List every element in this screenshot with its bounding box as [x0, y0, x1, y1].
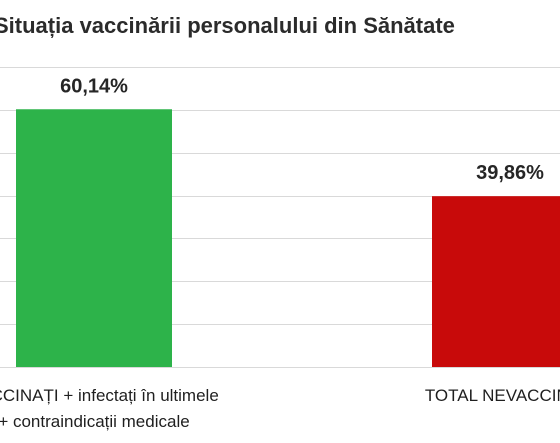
data-label-2: 39,86%	[476, 162, 544, 184]
data-label-1: 60,14%	[60, 75, 128, 97]
category-label-2-line-1: TOTAL NEVACCINAȚI	[425, 386, 560, 405]
category-label-1-line-1: VACCINAȚI + infectați în ultimele	[0, 386, 219, 405]
category-label-1-line-2: + contraindicații medicale	[0, 412, 190, 431]
bar-1	[16, 109, 172, 367]
chart-title: Situația vaccinării personalului din Săn…	[0, 13, 455, 38]
bar-2	[432, 196, 560, 367]
